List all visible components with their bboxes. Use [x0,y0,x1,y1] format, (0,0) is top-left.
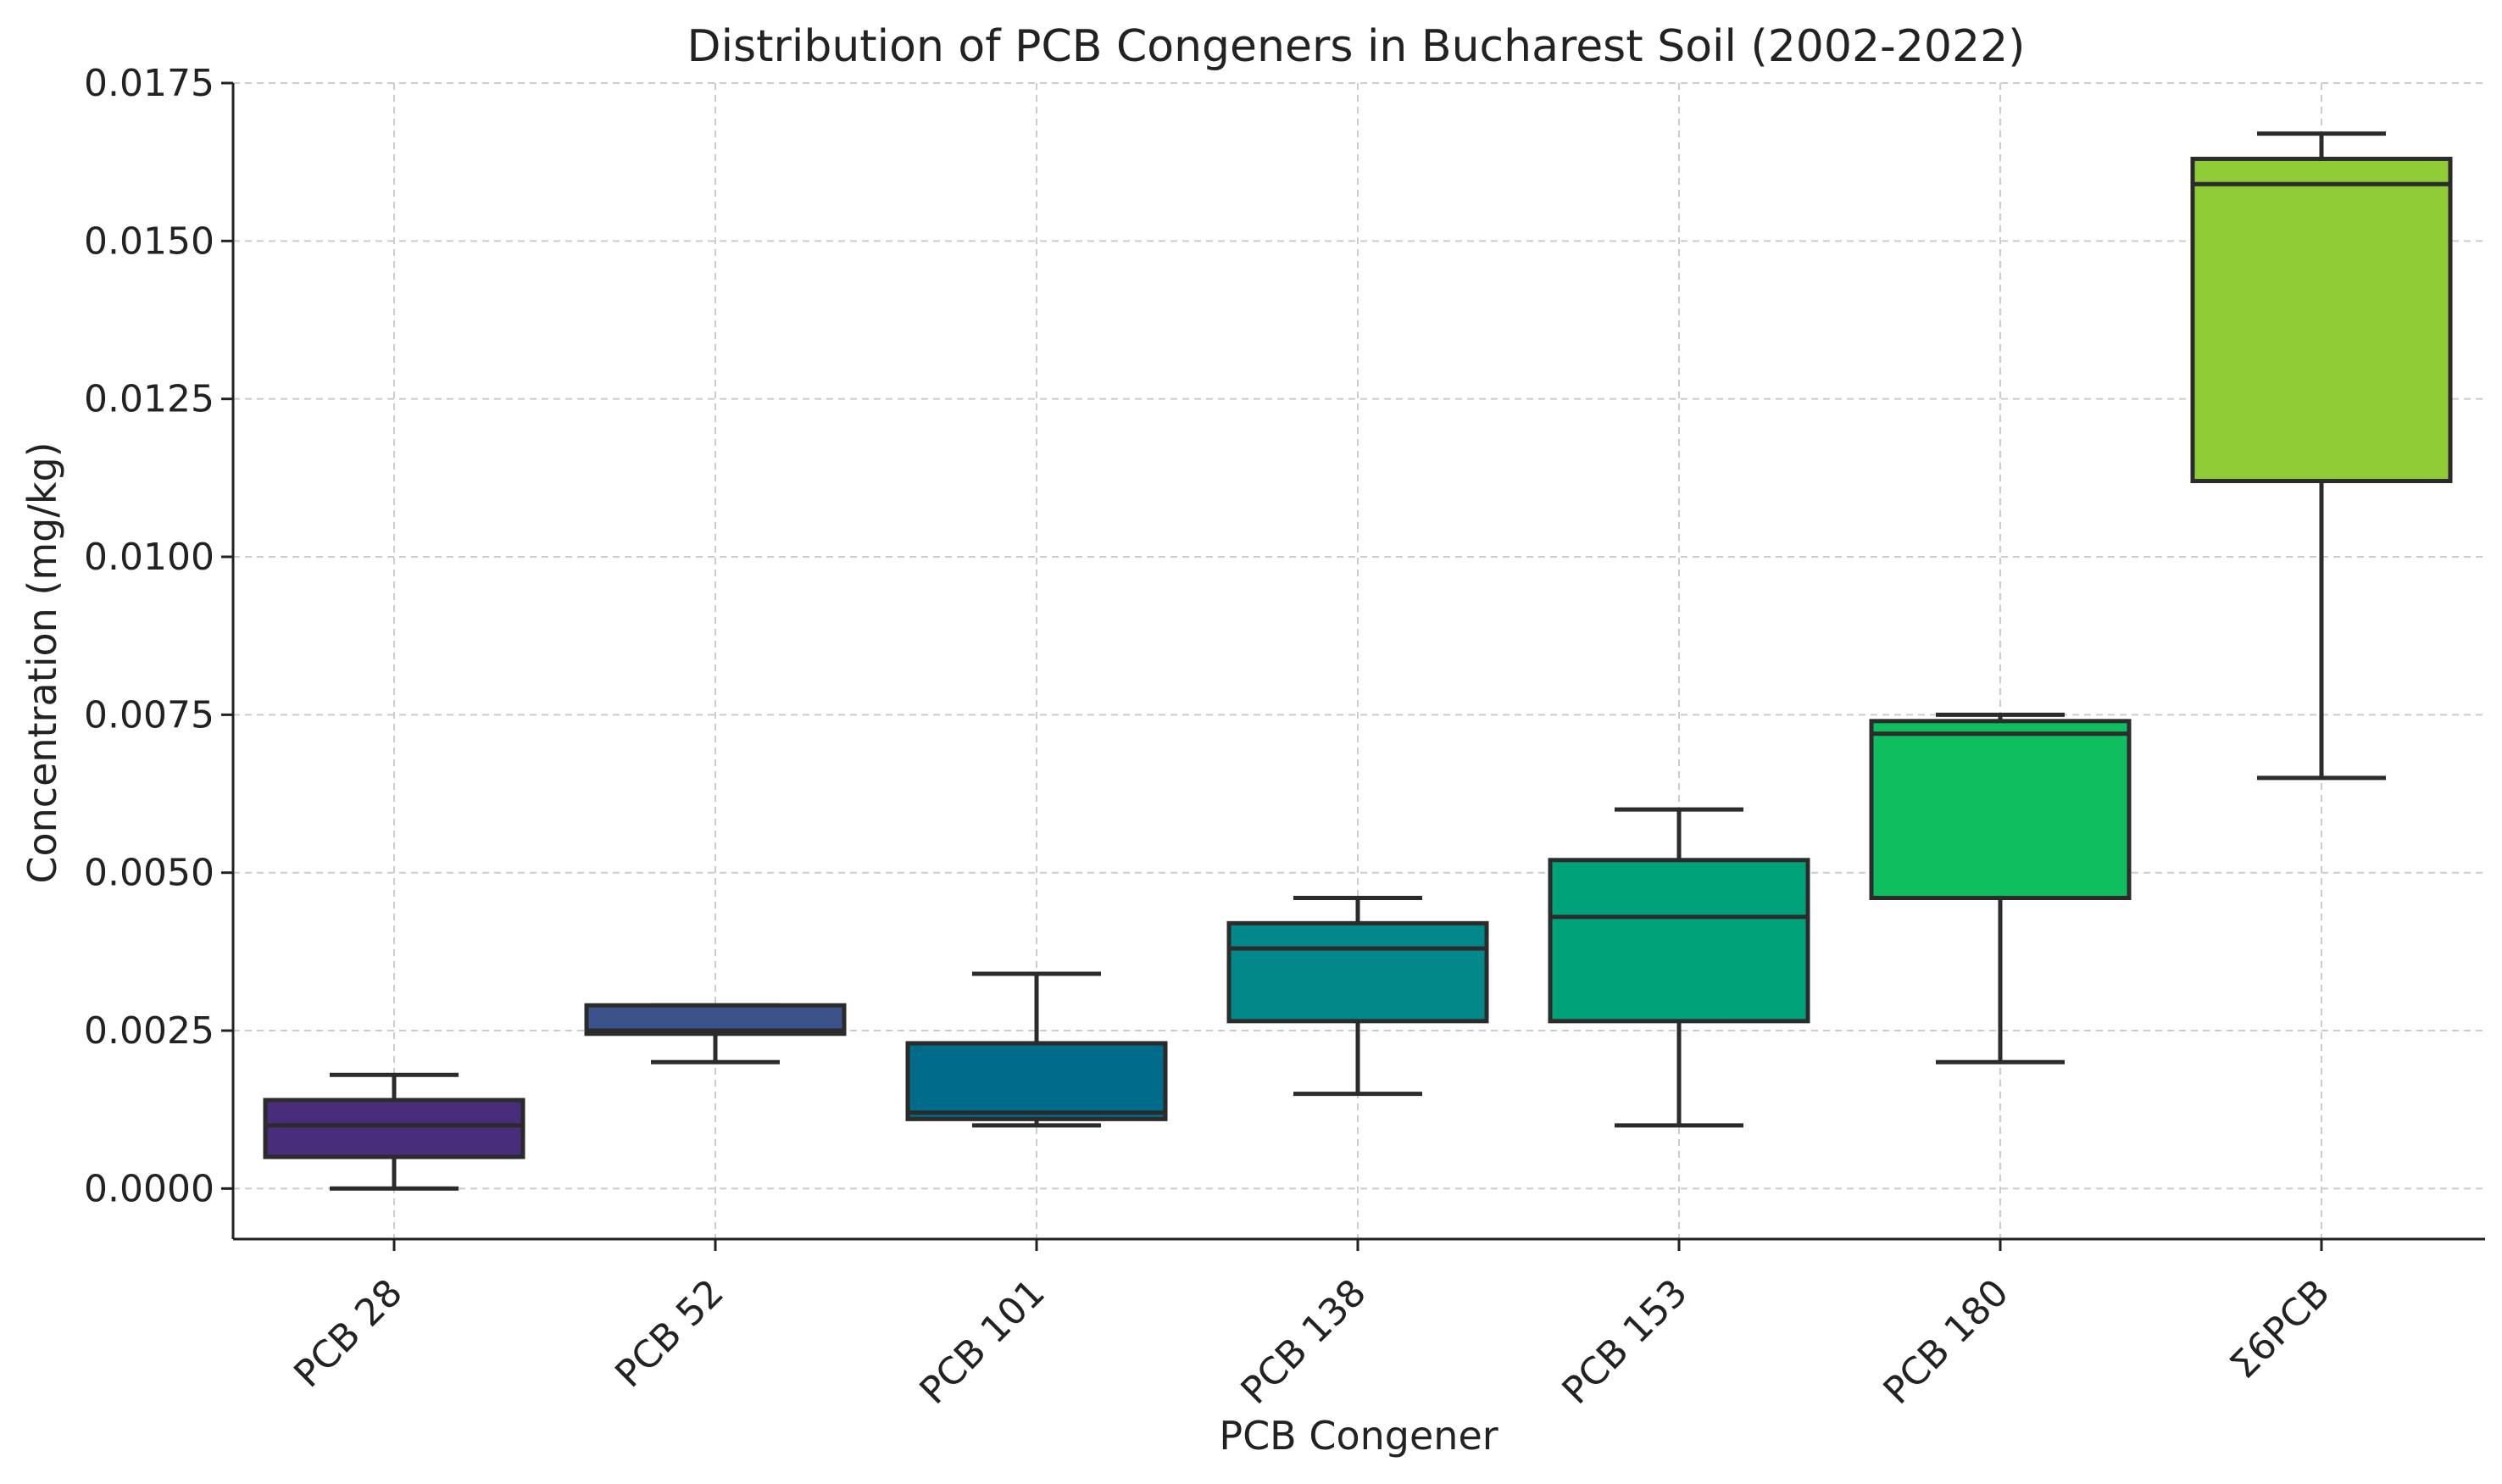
box-iqr [1226,920,1489,1024]
box-group [584,1003,847,1064]
box-group [2190,131,2453,781]
x-tick-label: PCB 138 [1233,1271,1375,1413]
box-iqr [2190,156,2453,484]
chart-title: Distribution of PCB Congeners in Buchare… [687,21,2026,72]
box-iqr [263,1098,525,1159]
y-tick-label: 0.0025 [84,1009,214,1053]
y-tick-label: 0.0000 [84,1167,214,1210]
box-group [263,1072,525,1191]
y-tick-label: 0.0125 [84,378,214,421]
box-group [1548,807,1810,1128]
box-iqr [905,1041,1168,1121]
x-tick-label: Σ6PCB [2221,1271,2338,1387]
x-tick-label: PCB 153 [1554,1271,1696,1413]
box-group [905,971,1168,1128]
y-axis-label: Concentration (mg/kg) [19,442,65,883]
x-tick-label: PCB 180 [1876,1271,2017,1413]
y-tick-label: 0.0175 [84,62,214,105]
y-tick-label: 0.0150 [84,220,214,263]
x-tick-label: PCB 101 [912,1271,1054,1413]
y-tick-label: 0.0075 [84,693,214,736]
box-group [1869,712,2132,1064]
x-tick-label: PCB 28 [286,1271,410,1396]
box-iqr [1869,719,2132,901]
y-tick-label: 0.0050 [84,852,214,895]
box-iqr [1548,858,1810,1024]
x-axis-label: PCB Congener [1219,1413,1498,1459]
y-tick-label: 0.0100 [84,536,214,579]
box-group [1226,896,1489,1097]
x-tick-label: PCB 52 [607,1271,731,1396]
boxes-layer [263,131,2453,1191]
